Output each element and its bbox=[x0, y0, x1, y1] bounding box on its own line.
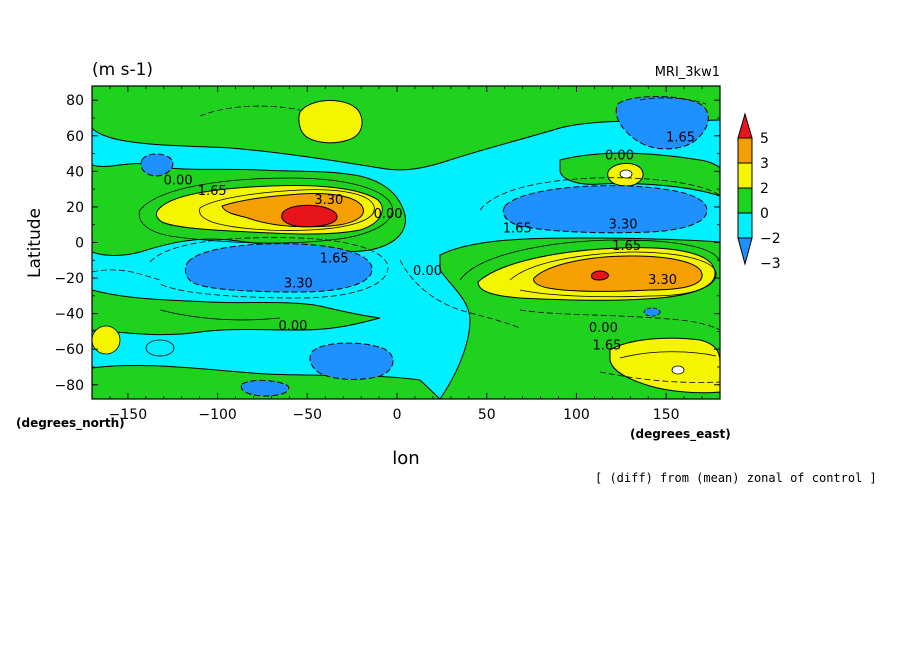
red-core-east bbox=[591, 270, 609, 281]
small-closed-contour bbox=[92, 325, 121, 355]
contour-field: 0.00 1.65 3.30 0.00 1.65 3.30 0.00 0.00 0.00 1.65… bbox=[92, 86, 720, 399]
contour-label: 0.00 bbox=[278, 319, 307, 334]
contour-label: 1.65 bbox=[198, 184, 227, 199]
contour-label: 0.00 bbox=[605, 148, 634, 163]
colorbar-label: −3 bbox=[760, 256, 781, 272]
colorbar: 5 3 2 0 −2 −3 bbox=[737, 112, 781, 272]
y-axis-title: Latitude bbox=[25, 208, 45, 278]
y-axis: 80 60 40 20 0 −20 −40 −60 −80 bbox=[54, 93, 720, 394]
blue-region-small-south bbox=[240, 379, 290, 397]
x-units-label: (degrees_east) bbox=[630, 427, 731, 442]
yellow-region-east-south bbox=[609, 337, 720, 394]
red-core-west bbox=[281, 204, 338, 228]
small-closed-contour bbox=[643, 307, 661, 317]
y-tick-label: −20 bbox=[54, 271, 84, 287]
yellow-region-west-north bbox=[298, 99, 363, 144]
blue-region-west-south bbox=[184, 243, 373, 293]
colorbar-arrow-top bbox=[737, 112, 753, 139]
contour-lines bbox=[92, 97, 720, 383]
y-tick-label: 40 bbox=[66, 164, 84, 180]
y-tick-label: 0 bbox=[75, 236, 84, 252]
green-region-west-south bbox=[92, 289, 381, 336]
colorbar-segment bbox=[737, 137, 753, 164]
contour-label: 0.00 bbox=[413, 264, 442, 279]
green-region-north-band bbox=[92, 86, 720, 171]
colorbar-label: 2 bbox=[760, 181, 769, 197]
x-tick-label: −50 bbox=[293, 407, 323, 423]
colorbar-segment bbox=[737, 187, 753, 214]
x-tick-label: −150 bbox=[109, 407, 147, 423]
y-tick-label: −80 bbox=[54, 378, 84, 394]
y-tick-label: −60 bbox=[54, 342, 84, 358]
small-closed-contour bbox=[145, 339, 175, 357]
contour-label: 1.65 bbox=[612, 239, 641, 254]
x-tick-label: 0 bbox=[393, 407, 402, 423]
blue-region-south-mid bbox=[309, 342, 394, 380]
x-tick-label: −100 bbox=[198, 407, 236, 423]
blue-region-small-north bbox=[140, 153, 174, 177]
model-label: MRI_3kw1 bbox=[655, 65, 720, 80]
y-units-label: (degrees_north) bbox=[16, 416, 125, 431]
colorbar-segment bbox=[737, 162, 753, 189]
blue-region-northeast bbox=[615, 96, 709, 150]
x-tick-label: 50 bbox=[478, 407, 496, 423]
y-tick-label: 80 bbox=[66, 93, 84, 109]
contour-label: 0.00 bbox=[589, 321, 618, 336]
contour-label: 1.65 bbox=[503, 221, 532, 236]
x-tick-label: 100 bbox=[563, 407, 590, 423]
contour-label: 3.30 bbox=[648, 273, 677, 288]
contour-label: 0.00 bbox=[164, 173, 193, 188]
x-axis-title: lon bbox=[392, 448, 419, 469]
colorbar-arrow-bottom bbox=[737, 237, 753, 266]
colorbar-label: 5 bbox=[760, 131, 769, 147]
contour-label: 1.65 bbox=[592, 339, 621, 354]
y-tick-label: −40 bbox=[54, 307, 84, 323]
y-tick-label: 60 bbox=[66, 129, 84, 145]
contour-label: 3.30 bbox=[609, 218, 638, 233]
contour-label: 1.65 bbox=[666, 131, 695, 146]
x-tick-label: 150 bbox=[653, 407, 680, 423]
orange-region-east-jet bbox=[533, 255, 703, 292]
contour-label-group: 0.00 1.65 3.30 0.00 1.65 3.30 0.00 0.00 0.00 1.65… bbox=[164, 131, 695, 354]
contour-label: 3.30 bbox=[284, 276, 313, 291]
small-closed-contour bbox=[671, 365, 685, 375]
colorbar-label: 0 bbox=[760, 206, 769, 222]
y-tick-label: 20 bbox=[66, 200, 84, 216]
units-label: (m s-1) bbox=[92, 60, 153, 80]
contour-label: 3.30 bbox=[314, 193, 343, 208]
small-closed-contour bbox=[619, 169, 633, 179]
blue-region-east-north bbox=[502, 185, 708, 234]
contour-label: 0.00 bbox=[374, 207, 403, 222]
contour-label: 1.65 bbox=[320, 252, 349, 267]
x-axis: −150 −100 −50 0 50 100 150 bbox=[109, 86, 703, 423]
caption: [ (diff) from (mean) zonal of control ] bbox=[595, 471, 877, 485]
colorbar-label: −2 bbox=[760, 231, 781, 247]
colorbar-label: 3 bbox=[760, 156, 769, 172]
colorbar-segment bbox=[737, 212, 753, 239]
